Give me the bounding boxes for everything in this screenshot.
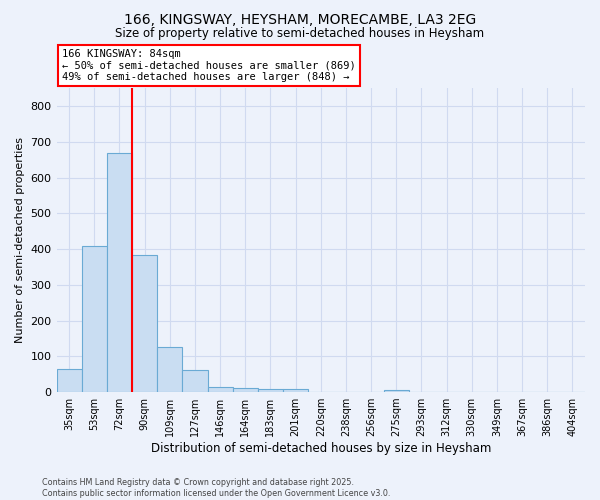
Text: 166, KINGSWAY, HEYSHAM, MORECAMBE, LA3 2EG: 166, KINGSWAY, HEYSHAM, MORECAMBE, LA3 2… xyxy=(124,12,476,26)
Bar xyxy=(383,390,409,392)
Bar xyxy=(157,348,182,392)
Bar xyxy=(182,370,208,392)
Bar xyxy=(233,388,258,392)
Text: Size of property relative to semi-detached houses in Heysham: Size of property relative to semi-detach… xyxy=(115,28,485,40)
Y-axis label: Number of semi-detached properties: Number of semi-detached properties xyxy=(15,137,25,343)
Bar xyxy=(107,152,132,392)
X-axis label: Distribution of semi-detached houses by size in Heysham: Distribution of semi-detached houses by … xyxy=(151,442,491,455)
Bar xyxy=(132,255,157,392)
Bar xyxy=(208,386,233,392)
Bar xyxy=(283,389,308,392)
Text: 166 KINGSWAY: 84sqm
← 50% of semi-detached houses are smaller (869)
49% of semi-: 166 KINGSWAY: 84sqm ← 50% of semi-detach… xyxy=(62,49,356,82)
Text: Contains HM Land Registry data © Crown copyright and database right 2025.
Contai: Contains HM Land Registry data © Crown c… xyxy=(42,478,391,498)
Bar xyxy=(82,246,107,392)
Bar xyxy=(56,369,82,392)
Bar xyxy=(258,388,283,392)
